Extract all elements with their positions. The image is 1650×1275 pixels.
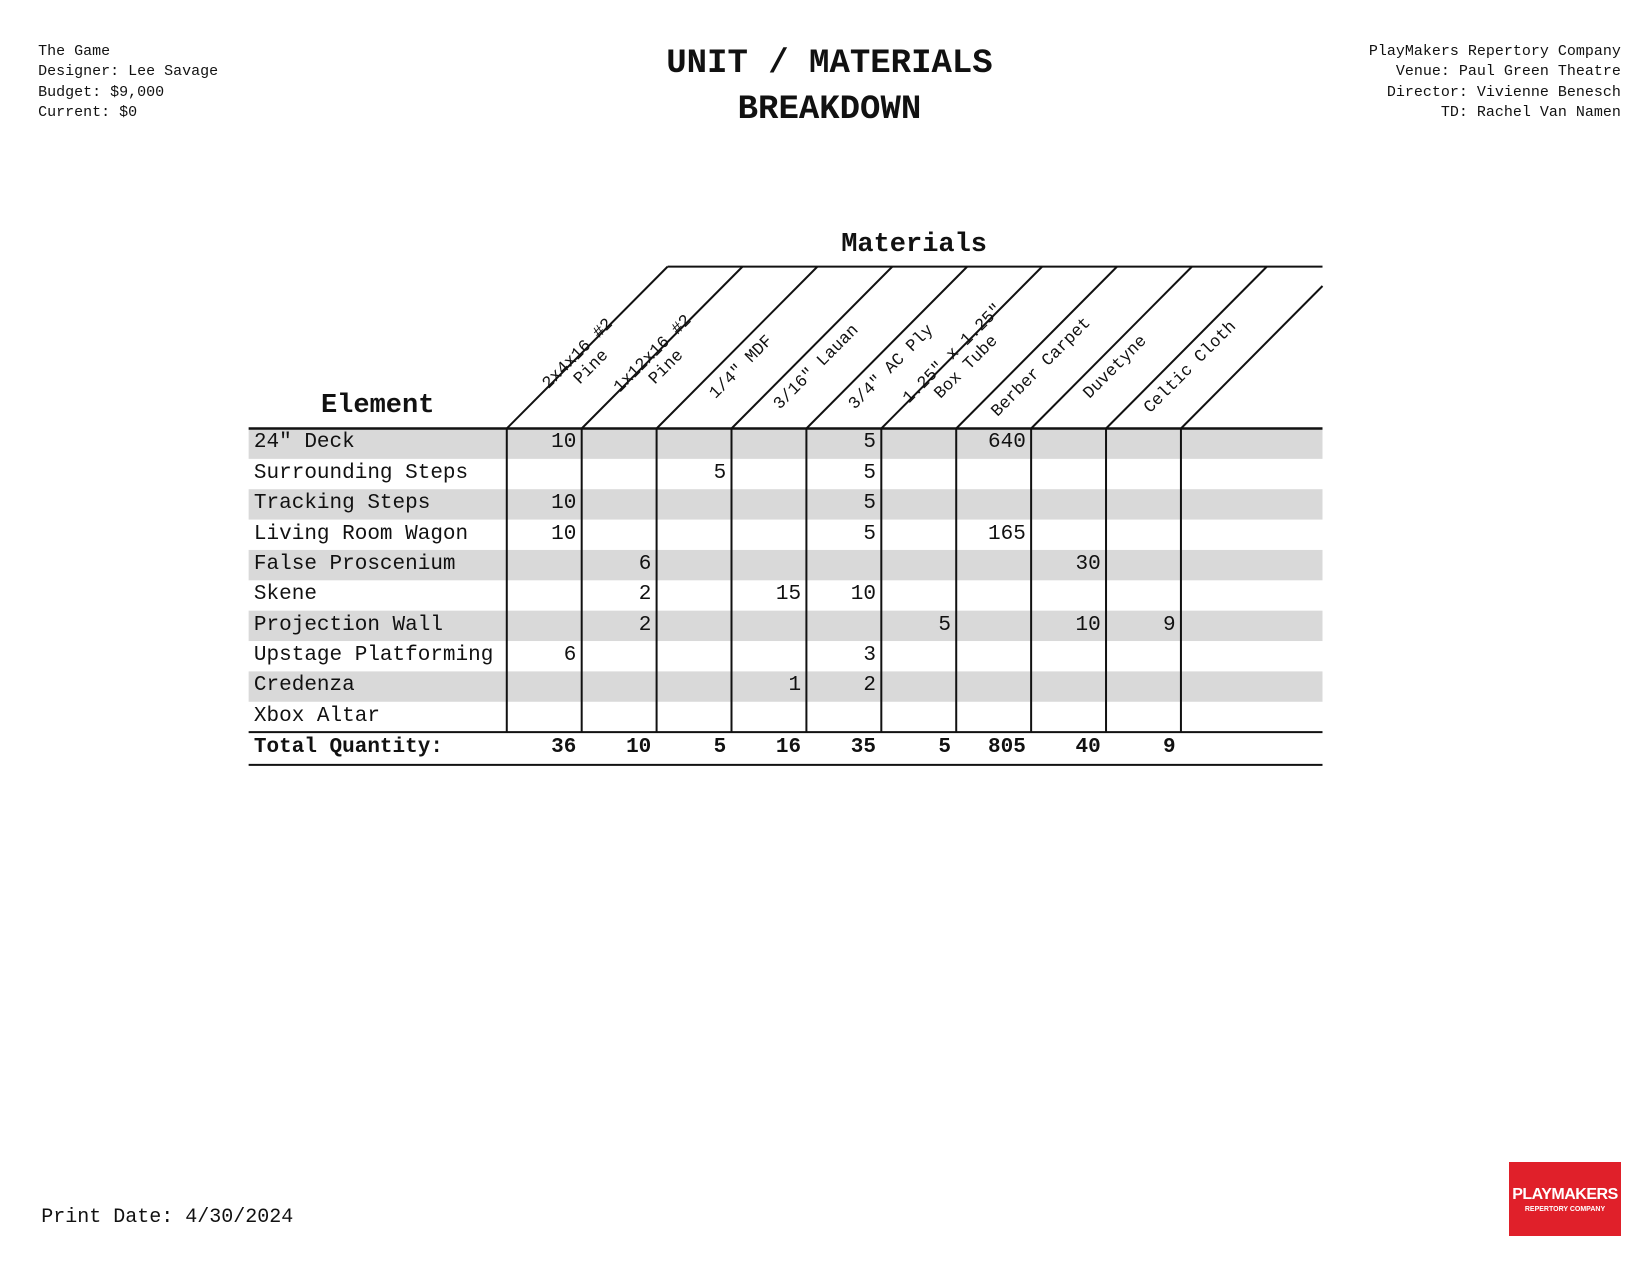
header-left-line: Budget: $9,000 [38,83,165,101]
header-diagonal [955,265,1118,430]
element-name: 24" Deck [253,431,355,455]
header-diagonal [506,265,669,430]
print-date: Print Date: 4/30/2024 [41,1206,294,1230]
page-title: UNIT / MATERIALS [666,45,993,84]
header-right-line: Venue: Paul Green Theatre [1395,63,1621,81]
row-shading [248,428,1323,459]
header-right-line: PlayMakers Repertory Company [1368,43,1621,61]
header-diagonal [730,265,894,430]
header-left-line: The Game [38,43,111,61]
header-diagonal [1180,285,1324,430]
header-right-line: TD: Rachel Van Namen [1440,103,1621,121]
quantity-cell: 3 [863,644,877,668]
total-cell: 40 [1075,736,1101,760]
quantity-cell: 5 [863,522,877,546]
total-cell: 16 [775,736,802,760]
quantity-cell: 10 [551,431,577,455]
quantity-cell: 6 [638,552,652,576]
quantity-cell: 10 [551,492,577,516]
header-diagonal [880,265,1043,430]
quantity-cell: 2 [638,613,652,637]
quantity-cell: 5 [713,461,727,485]
quantity-cell: 1 [788,674,802,698]
total-cell: 10 [626,736,652,760]
logo [1509,1162,1621,1236]
header-diagonal [580,265,744,430]
quantity-cell: 2 [638,583,652,607]
quantity-cell: 165 [988,522,1026,546]
quantity-cell: 6 [563,644,577,668]
element-name: Surrounding Steps [253,461,469,485]
row-shading [248,671,1323,702]
element-name: False Proscenium [253,552,456,576]
header-left-line: Current: $0 [38,103,138,121]
header-diagonal [1105,265,1268,430]
quantity-cell: 640 [988,431,1026,455]
quantity-cell: 2 [863,674,877,698]
total-cell: 5 [713,736,727,760]
element-name: Living Room Wagon [253,522,469,546]
total-cell: 35 [850,736,877,760]
row-shading [248,610,1323,642]
total-cell: 5 [938,736,951,760]
total-cell: 9 [1163,736,1176,760]
quantity-cell: 5 [938,613,951,637]
header-diagonal [805,265,968,430]
quantity-cell: 30 [1075,552,1101,576]
element-name: Credenza [253,674,355,698]
row-shading [248,549,1323,581]
element-name: Projection Wall [253,613,443,637]
element-name: Upstage Platforming [253,644,494,668]
header-diagonal [1030,265,1193,430]
quantity-cell: 9 [1163,613,1176,637]
quantity-cell: 5 [863,431,877,455]
total-label: Total Quantity: [253,736,443,760]
quantity-cell: 5 [863,461,877,485]
row-shading [248,489,1323,520]
quantity-cell: 10 [1075,613,1101,637]
quantity-cell: 10 [551,522,577,546]
header-diagonal [655,265,819,430]
element-name: Xbox Altar [253,704,380,728]
element-label: Element [320,391,435,422]
element-name: Tracking Steps [253,492,431,516]
header-left-line: Designer: Lee Savage [38,63,219,81]
header-right-line: Director: Vivienne Benesch [1386,83,1621,101]
quantity-cell: 15 [775,583,802,607]
logo-subtext: REPERTORY COMPANY [1524,1206,1606,1213]
total-cell: 36 [551,736,577,760]
materials-label: Materials [841,229,988,260]
total-cell: 805 [988,736,1026,760]
logo-text: PLAYMAKERS [1512,1186,1618,1203]
page-title: BREAKDOWN [737,90,922,129]
quantity-cell: 10 [850,583,877,607]
quantity-cell: 5 [863,492,877,516]
element-name: Skene [253,583,317,607]
